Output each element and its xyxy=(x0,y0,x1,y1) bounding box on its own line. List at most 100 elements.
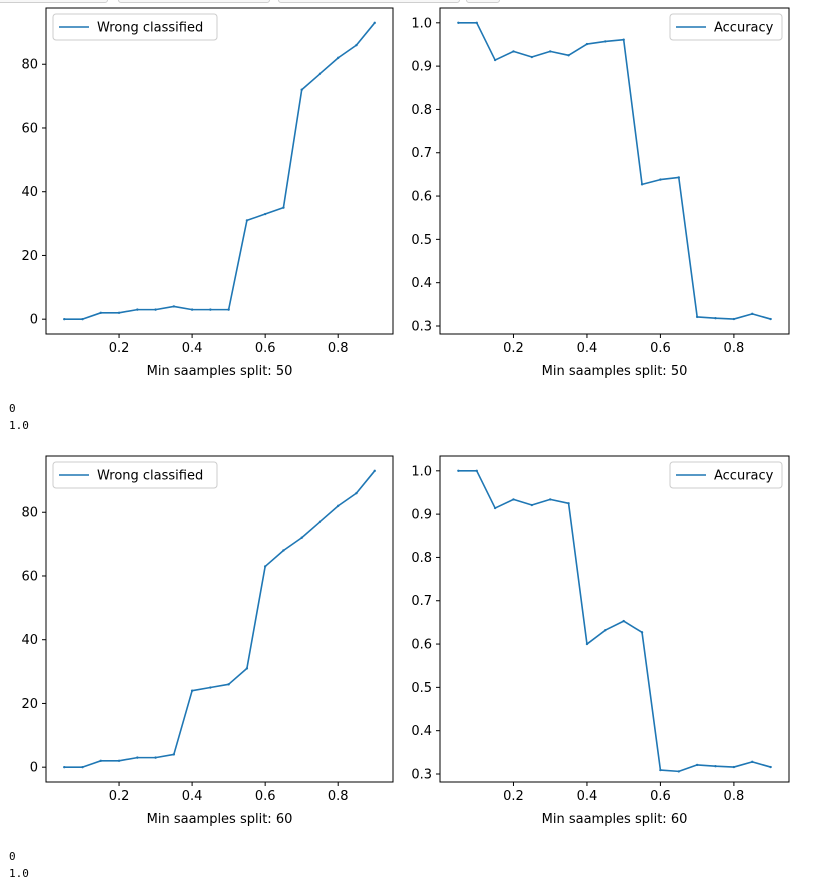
axes-frame xyxy=(45,455,394,783)
data-point xyxy=(457,21,460,25)
data-point xyxy=(318,72,322,76)
y-tick-label: 20 xyxy=(21,249,38,264)
data-point xyxy=(751,760,754,764)
data-point xyxy=(585,42,589,46)
data-point xyxy=(695,315,699,319)
toolbar-fragment[interactable] xyxy=(0,0,108,3)
legend-box xyxy=(669,461,783,489)
data-point xyxy=(136,756,139,759)
cell-output-line: 0 xyxy=(9,402,16,415)
data-point xyxy=(81,765,84,769)
y-tick-label: 1.0 xyxy=(411,16,432,31)
data-point xyxy=(659,768,662,772)
x-axis-label: Min saamples split: 60 xyxy=(542,812,688,827)
data-point xyxy=(769,765,772,769)
data-point xyxy=(63,317,66,321)
toolbar-fragment[interactable] xyxy=(466,0,500,3)
data-point xyxy=(475,21,478,25)
x-tick-label: 0.8 xyxy=(328,789,349,804)
data-point xyxy=(640,631,644,634)
y-tick-label: 60 xyxy=(21,121,38,136)
y-tick-label: 0 xyxy=(30,761,38,776)
y-tick-label: 0.3 xyxy=(411,319,432,334)
data-point xyxy=(714,316,717,320)
data-point xyxy=(549,498,552,501)
axes-frame xyxy=(45,7,394,335)
toolbar-fragment[interactable] xyxy=(118,0,270,3)
legend-label: Wrong classified xyxy=(97,21,203,36)
legend-label: Accuracy xyxy=(714,21,774,36)
data-point xyxy=(209,686,212,689)
data-point xyxy=(318,520,322,524)
x-tick-label: 0.8 xyxy=(724,789,745,804)
data-point xyxy=(337,56,340,60)
data-point xyxy=(81,317,84,321)
data-point xyxy=(190,308,194,311)
data-point xyxy=(172,753,176,756)
x-axis-label: Min saamples split: 50 xyxy=(542,364,688,379)
axes-frame xyxy=(439,7,790,335)
data-point xyxy=(227,308,230,311)
y-tick-label: 0.4 xyxy=(411,276,432,291)
y-tick-label: 0.4 xyxy=(411,724,432,739)
data-point xyxy=(567,502,570,505)
data-point xyxy=(209,308,212,311)
y-tick-label: 0.8 xyxy=(411,103,432,118)
legend-box xyxy=(669,13,783,41)
series-line xyxy=(64,470,376,768)
data-point xyxy=(659,178,662,181)
y-tick-label: 0.7 xyxy=(411,146,432,161)
x-tick-label: 0.2 xyxy=(109,341,130,356)
data-point xyxy=(227,683,230,686)
data-point xyxy=(245,667,249,670)
data-point xyxy=(457,469,460,473)
y-tick-label: 0.5 xyxy=(411,233,432,248)
x-tick-label: 0.6 xyxy=(650,789,671,804)
data-point xyxy=(117,311,121,315)
x-tick-label: 0.2 xyxy=(109,789,130,804)
y-tick-label: 0.7 xyxy=(411,594,432,609)
y-tick-label: 1.0 xyxy=(411,464,432,479)
legend-box xyxy=(52,13,218,41)
y-tick-label: 0.6 xyxy=(411,638,432,653)
cell-output-line: 1.0 xyxy=(9,419,29,432)
legend: Accuracy xyxy=(669,461,783,489)
y-tick-label: 0.8 xyxy=(411,551,432,566)
data-point xyxy=(475,469,478,473)
data-point xyxy=(355,491,358,495)
x-axis-label: Min saamples split: 50 xyxy=(147,364,293,379)
x-tick-label: 0.8 xyxy=(328,341,349,356)
data-point xyxy=(567,54,570,57)
data-point xyxy=(245,219,249,222)
data-point xyxy=(732,765,736,769)
data-point xyxy=(604,628,607,632)
cell-output-line: 0 xyxy=(9,850,16,863)
axes-frame xyxy=(439,455,790,783)
data-point xyxy=(640,183,644,186)
toolbar-strip xyxy=(0,0,815,8)
data-point xyxy=(714,764,717,768)
toolbar-fragment[interactable] xyxy=(278,0,460,3)
data-point xyxy=(63,765,66,769)
x-axis-label: Min saamples split: 60 xyxy=(147,812,293,827)
data-point xyxy=(154,756,157,759)
y-tick-label: 0.9 xyxy=(411,60,432,75)
legend: Accuracy xyxy=(669,13,783,41)
chart-accuracy-50: 0.2 0.4 0.6 0.8 0.3 0.4 0.5 0.6 0.7 0.8 0.9 1.0 Min … xyxy=(411,7,790,379)
y-tick-label: 0.3 xyxy=(411,767,432,782)
data-point xyxy=(300,88,303,91)
y-tick-label: 0.9 xyxy=(411,508,432,523)
x-tick-label: 0.6 xyxy=(650,341,671,356)
legend-label: Accuracy xyxy=(714,469,774,484)
x-tick-label: 0.2 xyxy=(503,341,524,356)
chart-wrong-classified-60: 0.2 0.4 0.6 0.8 0 20 40 60 80 Min saamples split:… xyxy=(21,455,394,827)
x-tick-label: 0.6 xyxy=(255,789,276,804)
data-point xyxy=(117,759,121,763)
data-point xyxy=(585,642,589,646)
legend-label: Wrong classified xyxy=(97,469,203,484)
y-tick-label: 0.6 xyxy=(411,190,432,205)
data-point xyxy=(263,212,267,216)
data-point xyxy=(677,770,680,773)
data-point xyxy=(99,311,102,315)
